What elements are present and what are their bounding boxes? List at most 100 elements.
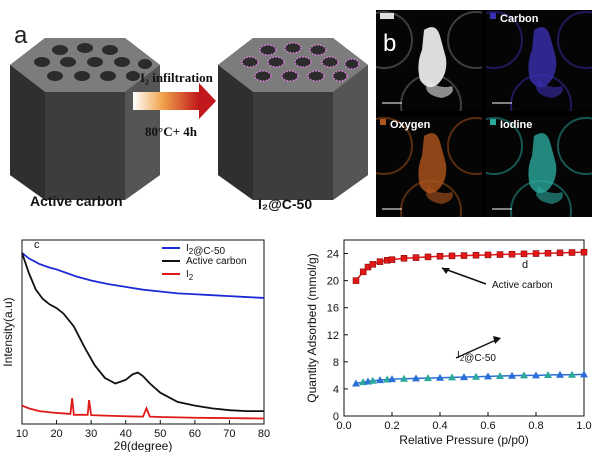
data-point: [436, 252, 444, 260]
data-point: [532, 250, 540, 257]
data-point: [352, 277, 360, 284]
i2-carbon-block: [218, 38, 368, 200]
plot-frame: [21, 239, 265, 425]
y-tick-label: 16: [327, 303, 339, 315]
data-point: [352, 379, 360, 387]
series-line: [21, 252, 265, 299]
data-point: [520, 250, 528, 258]
panel-a: a: [0, 0, 375, 225]
eds-map-iodine: Iodine: [486, 116, 592, 217]
active-carbon-block: [10, 38, 160, 200]
data-point: [544, 371, 552, 379]
data-point: [556, 370, 564, 378]
data-point: [496, 372, 504, 380]
x-tick-label: 70: [223, 428, 235, 440]
eds-map-grid: Carbon Oxygen Iodine: [376, 10, 592, 217]
arrow-top-label: I₂ infiltration: [140, 70, 213, 85]
x-tick-label: 0.6: [480, 420, 495, 432]
data-point: [472, 372, 480, 380]
data-point: [520, 371, 528, 379]
series-line: [21, 398, 265, 420]
data-point: [359, 268, 367, 276]
plot-frame: [343, 239, 585, 417]
data-point: [388, 256, 396, 263]
x-tick-label: 0.0: [336, 420, 351, 432]
eds-map-carbon: Carbon: [486, 10, 592, 111]
x-tick-label: 30: [85, 428, 97, 440]
arrow-bottom-label: 80°C+ 4h: [145, 124, 197, 139]
y-tick-label: 12: [327, 330, 339, 342]
panel-c: c 10 20 30 40 50 60 70 80 2θ(degree) Intensity(a.u…: [0, 226, 290, 453]
legend-label: I2@C-50: [186, 243, 225, 257]
y-axis-title: Intensity(a.u): [1, 297, 15, 366]
annotation-i2c: I2@C-50: [455, 336, 501, 364]
y-axis-title: Quantity Adsorbed (mmol/g): [305, 253, 319, 402]
data-point: [368, 376, 377, 384]
eds-map-image: [376, 117, 482, 217]
y-tick-label: 24: [327, 249, 339, 261]
data-point: [484, 251, 492, 259]
eds-map-image: [486, 117, 592, 217]
annotation-label: Active carbon: [492, 280, 553, 291]
panel-b: b Carbon Oxygen Iodine: [376, 10, 592, 217]
eds-map-image: [376, 11, 482, 111]
data-point: [424, 253, 432, 261]
x-tick-label: 80: [258, 428, 270, 440]
data-point: [496, 251, 504, 258]
y-tick-label: 4: [333, 384, 339, 396]
data-point: [508, 371, 516, 379]
panel-b-label: b: [383, 30, 397, 57]
eds-map-oxygen: Oxygen: [376, 116, 482, 217]
eds-map-label: Iodine: [500, 119, 533, 131]
data-point: [376, 258, 384, 265]
panel-a-illustration: [10, 38, 368, 200]
data-point: [436, 373, 444, 381]
legend-label: Active carbon: [186, 256, 247, 267]
annotation-active-carbon: Active carbon: [441, 267, 553, 291]
eds-map-image: [486, 11, 592, 111]
data-point: [424, 374, 432, 382]
x-axis-title: 2θ(degree): [114, 439, 173, 452]
data-point: [532, 371, 540, 379]
right-block-caption: I₂@C-50: [258, 196, 313, 212]
eds-map-label: Carbon: [500, 13, 539, 25]
x-tick-label: 1.0: [576, 420, 591, 432]
data-point: [472, 251, 480, 259]
data-point: [460, 373, 468, 381]
x-tick-label: 50: [154, 428, 166, 440]
data-point: [580, 370, 588, 378]
data-point: [400, 255, 408, 262]
x-tick-label: 10: [16, 428, 28, 440]
data-point: [484, 372, 492, 380]
eds-map-sem: [376, 10, 482, 111]
data-point: [580, 248, 588, 256]
data-point: [556, 249, 564, 257]
data-point: [544, 249, 552, 257]
data-point: [568, 370, 576, 378]
y-tick-label: 8: [333, 357, 339, 369]
x-tick-label: 0.4: [432, 420, 447, 432]
x-tick-label: 0.2: [384, 420, 399, 432]
x-tick-label: 40: [120, 428, 132, 440]
panel-d: d 0 4 8 12 16 20 24 0.0 0.2 0.4 0.6 0.8 1.0 Relative P…: [296, 226, 600, 452]
legend-label: I2: [186, 269, 194, 282]
data-point: [460, 252, 468, 259]
data-point: [412, 374, 420, 382]
x-tick-label: 60: [189, 428, 201, 440]
data-point: [376, 376, 384, 384]
y-tick-label: 0: [333, 411, 339, 423]
data-point: [369, 261, 377, 268]
data-point: [448, 373, 456, 381]
xrd-chart: c 10 20 30 40 50 60 70 80 2θ(degree) Intensity(a.u…: [1, 239, 270, 453]
data-point: [388, 375, 396, 383]
eds-map-label: Oxygen: [390, 119, 431, 131]
data-point: [412, 254, 420, 261]
x-axis-title: Relative Pressure (p/p0): [399, 433, 528, 447]
panel-a-label: a: [14, 22, 28, 49]
data-point: [448, 252, 456, 260]
y-tick-label: 20: [327, 276, 339, 288]
data-point: [568, 249, 576, 256]
data-point: [400, 374, 408, 382]
isotherm-chart: d 0 4 8 12 16 20 24 0.0 0.2 0.4 0.6 0.8 1.0 Relative P…: [305, 239, 592, 447]
left-block-caption: Active carbon: [30, 193, 123, 209]
